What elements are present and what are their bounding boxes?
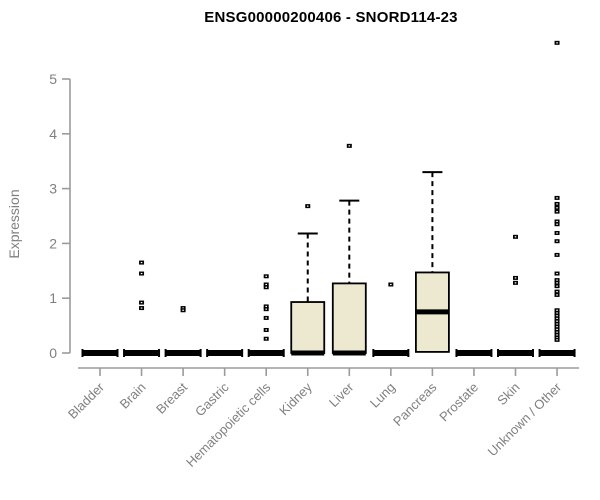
outlier-point-hole: [348, 145, 351, 147]
outlier-point-hole: [556, 42, 558, 44]
boxplot-box-bladder: [82, 350, 118, 356]
outlier-point-hole: [556, 203, 558, 205]
x-tick-label-pancreas: Pancreas: [390, 379, 440, 429]
outlier-point-hole: [265, 317, 267, 319]
x-tick-label-gastric: Gastric: [192, 379, 232, 419]
outlier-point-hole: [182, 307, 184, 309]
outlier-point-hole: [556, 211, 558, 213]
outlier-point-hole: [556, 294, 558, 296]
y-tick-label: 3: [49, 181, 57, 197]
outlier-point-hole: [556, 315, 558, 317]
outlier-point-hole: [556, 309, 558, 311]
outlier-point-hole: [556, 197, 558, 199]
outlier-point-hole: [556, 320, 558, 322]
boxplot-box-brain: [124, 350, 160, 356]
x-tick-label-breast: Breast: [153, 379, 190, 416]
x-tick-label-brain: Brain: [117, 380, 149, 412]
x-tick-label-lung: Lung: [367, 380, 398, 411]
outlier-point-hole: [265, 275, 267, 277]
y-tick-label: 1: [49, 290, 57, 306]
outlier-point-hole: [265, 286, 267, 288]
outlier-point-hole: [556, 207, 558, 209]
boxplot-box-skin: [498, 350, 533, 356]
outlier-point-hole: [265, 338, 267, 340]
outlier-point-hole: [390, 283, 392, 286]
boxplot-box-liver: [331, 282, 367, 354]
outlier-point-hole: [140, 261, 143, 264]
x-tick-label-kidney: Kidney: [276, 379, 315, 418]
y-tick-label: 0: [49, 345, 57, 361]
outlier-point-hole: [514, 236, 517, 238]
outlier-point-hole: [556, 220, 558, 223]
outlier-point-hole: [556, 291, 558, 293]
outlier-point-hole: [556, 240, 558, 242]
outlier-point-hole: [556, 272, 558, 275]
outlier-point-hole: [265, 305, 267, 308]
outlier-point-hole: [556, 254, 558, 256]
outlier-point-hole: [140, 307, 143, 309]
outlier-point-hole: [556, 326, 558, 328]
boxplot-box-hematopoietic-cells: [248, 350, 284, 356]
boxplot-box-unknown-other: [539, 350, 575, 356]
chart-title: ENSG00000200406 - SNORD114-23: [204, 9, 458, 26]
x-tick-label-bladder: Bladder: [65, 379, 108, 422]
y-tick-label: 4: [49, 126, 57, 142]
outlier-point-hole: [182, 309, 184, 311]
outlier-point-hole: [265, 283, 267, 286]
outlier-point-hole: [514, 277, 517, 279]
x-tick-label-liver: Liver: [326, 379, 357, 410]
boxplot-box-prostate: [456, 350, 492, 356]
boxplot-box-kidney: [290, 301, 326, 354]
boxplot-box-lung: [373, 350, 409, 356]
outlier-point-hole: [306, 205, 309, 207]
x-tick-label-prostate: Prostate: [436, 380, 481, 425]
outlier-point-hole: [514, 282, 517, 284]
outlier-point-hole: [265, 329, 267, 331]
outlier-point-hole: [556, 232, 558, 234]
outlier-point-hole: [556, 334, 558, 336]
outlier-point-hole: [140, 301, 143, 304]
outlier-point-hole: [265, 308, 267, 310]
outlier-point-hole: [556, 328, 558, 331]
outlier-point-hole: [556, 279, 558, 281]
boxplot-box-gastric: [207, 350, 243, 356]
outlier-point-hole: [556, 285, 558, 287]
y-tick-label: 5: [49, 71, 57, 87]
y-tick-label: 2: [49, 235, 57, 251]
x-tick-label-skin: Skin: [494, 380, 522, 408]
boxplot-box-breast: [165, 350, 201, 356]
outlier-point-hole: [556, 223, 558, 225]
outlier-point-hole: [140, 272, 143, 275]
x-tick-label-unknown-other: Unknown / Other: [485, 379, 565, 459]
outlier-point-hole: [556, 339, 558, 341]
outlier-point-hole: [556, 317, 558, 320]
outlier-point-hole: [556, 282, 558, 284]
outlier-point-hole: [556, 323, 558, 325]
outlier-point-hole: [556, 331, 558, 333]
outlier-point-hole: [556, 337, 558, 339]
outlier-point-hole: [556, 312, 558, 314]
